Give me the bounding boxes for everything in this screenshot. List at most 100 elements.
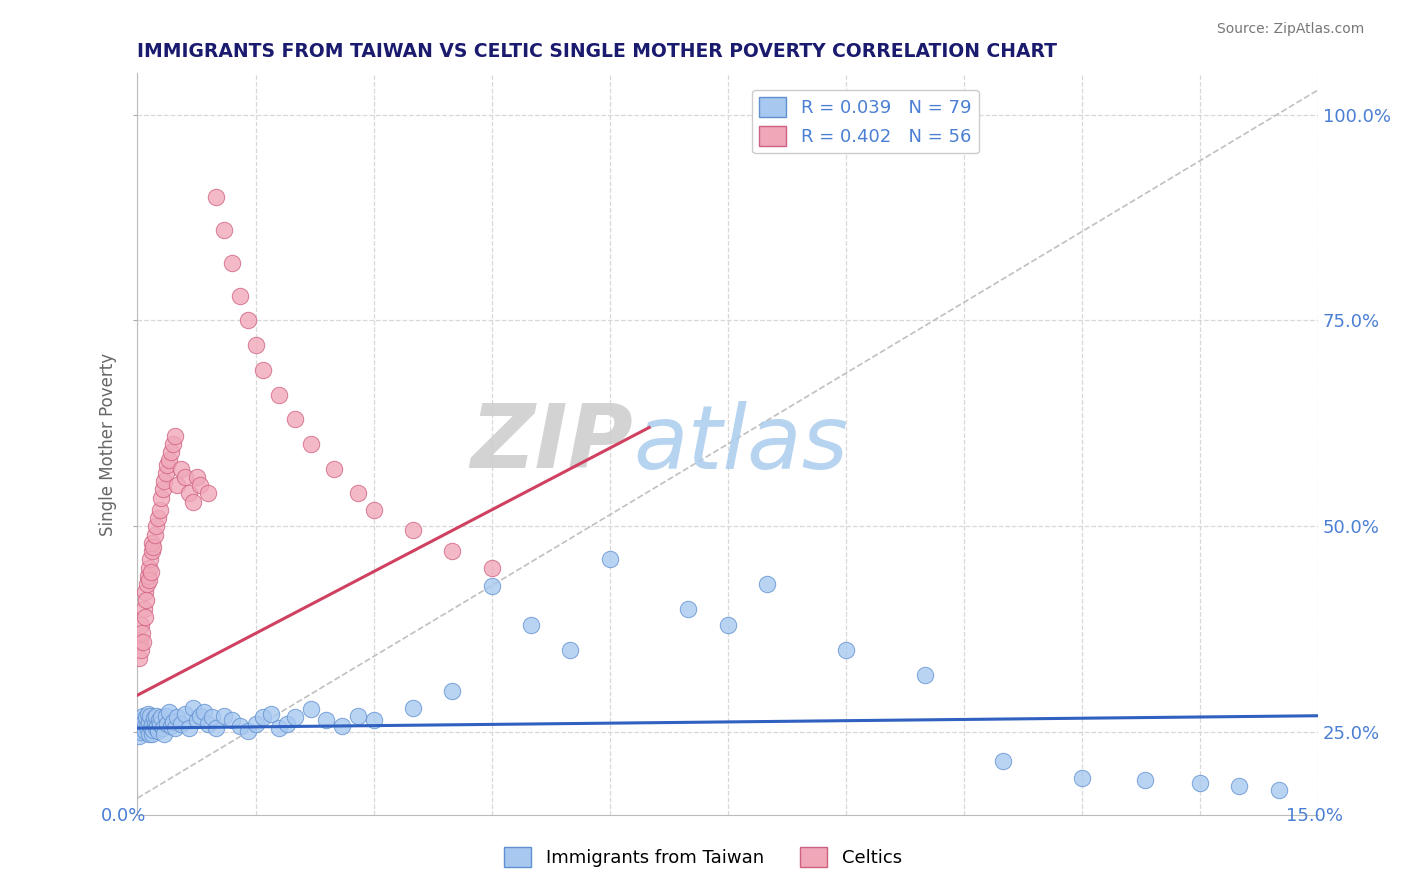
Point [197,717,219,731]
Point [363,503,385,517]
Point [347,708,370,723]
Point [132,601,155,615]
Point [441,684,464,698]
Point [315,713,337,727]
Point [347,486,370,500]
Point [363,713,385,727]
Point [269,721,291,735]
Point [141,717,163,731]
Point [481,579,503,593]
Point [148,713,170,727]
Point [159,445,181,459]
Point [128,717,150,731]
Point [142,723,165,737]
Point [146,718,169,732]
Legend: R = 0.039   N = 79, R = 0.402   N = 56: R = 0.039 N = 79, R = 0.402 N = 56 [752,90,979,153]
Point [141,536,163,550]
Point [190,708,212,723]
Point [129,721,152,735]
Point [138,714,160,729]
Point [128,634,150,648]
Point [128,729,150,743]
Point [134,585,156,599]
Point [152,483,174,497]
Point [132,715,155,730]
Point [141,727,163,741]
Point [173,470,195,484]
Point [162,715,184,730]
Point [156,458,179,472]
Point [146,511,169,525]
Point [269,387,291,401]
Point [153,474,176,488]
Point [131,626,153,640]
Point [252,710,274,724]
Point [156,717,179,731]
Text: IMMIGRANTS FROM TAIWAN VS CELTIC SINGLE MOTHER POVERTY CORRELATION CHART: IMMIGRANTS FROM TAIWAN VS CELTIC SINGLE … [138,42,1057,61]
Point [145,519,167,533]
Point [756,577,779,591]
Point [229,718,252,732]
Point [177,721,200,735]
Point [1189,776,1212,790]
Point [1268,782,1291,797]
Point [323,461,346,475]
Point [236,723,259,738]
Point [136,577,159,591]
Point [186,713,208,727]
Point [276,717,298,731]
Point [143,711,166,725]
Point [136,707,159,722]
Point [134,718,156,732]
Point [229,289,252,303]
Point [141,544,163,558]
Point [221,713,243,727]
Point [1229,779,1251,793]
Point [212,223,235,237]
Point [201,710,224,724]
Point [145,721,167,735]
Point [284,412,307,426]
Point [143,717,166,731]
Point [135,710,157,724]
Point [166,710,188,724]
Text: 0.0%: 0.0% [101,807,146,825]
Y-axis label: Single Mother Poverty: Single Mother Poverty [100,352,117,535]
Point [186,470,208,484]
Point [993,754,1015,768]
Point [1071,771,1094,785]
Point [245,338,267,352]
Point [136,720,159,734]
Point [138,727,160,741]
Point [134,610,156,624]
Point [330,718,353,732]
Point [284,710,307,724]
Point [190,478,212,492]
Point [138,573,160,587]
Point [197,486,219,500]
Point [128,651,150,665]
Point [193,705,215,719]
Point [139,721,162,735]
Point [1133,772,1156,787]
Point [159,718,181,732]
Point [131,725,153,739]
Point [145,708,167,723]
Point [132,708,155,723]
Point [139,565,162,579]
Point [252,363,274,377]
Point [678,601,700,615]
Point [143,527,166,541]
Point [173,707,195,722]
Point [835,643,858,657]
Point [914,667,936,681]
Point [481,560,503,574]
Point [129,643,152,657]
Point [134,723,156,738]
Text: atlas: atlas [633,401,848,487]
Point [170,717,193,731]
Point [138,560,160,574]
Text: ZIP: ZIP [471,401,633,488]
Point [155,466,177,480]
Point [402,700,425,714]
